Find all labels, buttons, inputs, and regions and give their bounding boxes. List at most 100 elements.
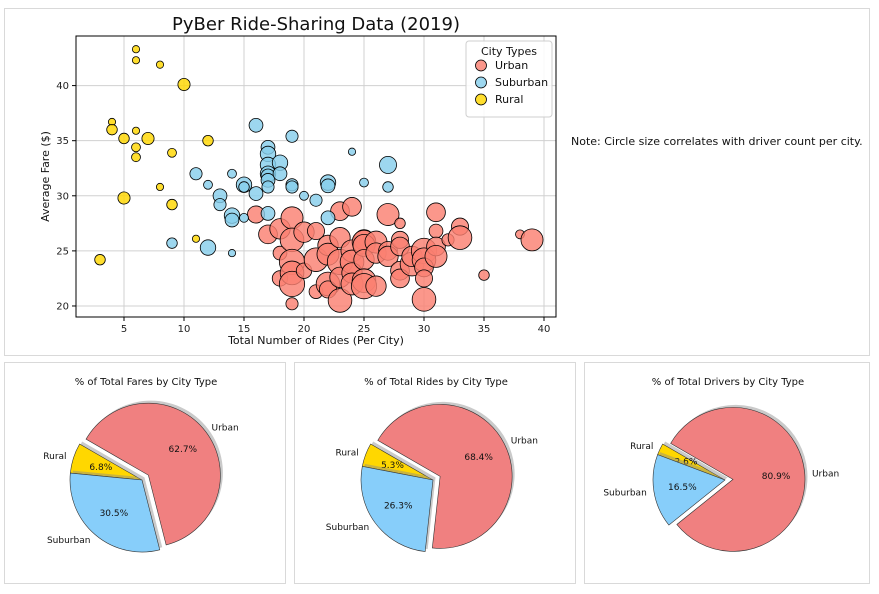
pie-slice-urban bbox=[670, 407, 806, 552]
bubble-chart: 5 10 15 20 25 30 35 40 20 25 30 35 40 PyBer Ride-Shar… bbox=[39, 14, 557, 347]
data-point-suburban bbox=[227, 249, 237, 258]
data-point-suburban bbox=[382, 181, 394, 193]
data-point-suburban bbox=[285, 180, 299, 194]
legend-label-rural: Rural bbox=[495, 93, 523, 106]
data-point-rural bbox=[131, 142, 141, 153]
data-point-rural bbox=[155, 182, 165, 192]
pie-slice-urban bbox=[377, 404, 513, 549]
data-point-rural bbox=[117, 191, 131, 205]
data-point-urban bbox=[327, 288, 353, 313]
legend-label-urban: Urban bbox=[495, 59, 528, 72]
data-point-rural bbox=[202, 135, 214, 147]
pie-label-urban: Urban bbox=[511, 437, 538, 447]
x-tick-label: 35 bbox=[478, 324, 491, 335]
pie-percent-urban: 62.7% bbox=[169, 445, 198, 455]
data-point-urban bbox=[365, 275, 387, 297]
y-tick-label: 20 bbox=[56, 301, 69, 312]
data-point-suburban bbox=[189, 167, 203, 181]
data-point-urban bbox=[426, 202, 446, 223]
data-point-rural bbox=[141, 131, 155, 145]
pie-label-suburban: Suburban bbox=[47, 536, 90, 546]
pie-rides-panel: % of Total Rides by City Type 5.3% Rural 26… bbox=[294, 362, 576, 584]
data-point-suburban bbox=[248, 186, 264, 201]
pie-percent-suburban: 26.3% bbox=[384, 502, 413, 512]
data-point-suburban bbox=[203, 179, 213, 190]
chart-note: Note: Circle size correlates with driver… bbox=[571, 135, 863, 148]
data-point-rural bbox=[106, 123, 118, 136]
data-point-suburban bbox=[320, 178, 336, 194]
data-point-urban bbox=[447, 225, 473, 250]
pie-slice-suburban bbox=[69, 472, 161, 553]
plot-frame bbox=[75, 35, 557, 318]
y-tick-label: 25 bbox=[56, 246, 69, 257]
chart-title: PyBer Ride-Sharing Data (2019) bbox=[172, 14, 460, 35]
data-point-urban bbox=[415, 269, 433, 288]
data-point-suburban bbox=[261, 180, 275, 194]
legend-marker-urban bbox=[475, 59, 487, 72]
data-point-urban bbox=[307, 222, 325, 241]
x-tick-label: 15 bbox=[238, 324, 251, 335]
pie-percent-urban: 68.4% bbox=[464, 453, 493, 463]
data-point-rural bbox=[131, 126, 141, 135]
data-point-urban bbox=[285, 297, 299, 311]
data-point-rural bbox=[167, 147, 177, 158]
data-point-suburban bbox=[379, 155, 397, 174]
x-tick-label: 20 bbox=[298, 324, 311, 335]
data-point-rural bbox=[191, 234, 201, 243]
pie-label-rural: Rural bbox=[630, 442, 653, 452]
pie-label-urban: Urban bbox=[812, 469, 839, 479]
data-point-rural bbox=[131, 56, 141, 65]
data-point-rural bbox=[94, 254, 106, 266]
data-point-suburban bbox=[347, 147, 357, 156]
pie-slice-suburban bbox=[652, 454, 726, 526]
data-point-suburban bbox=[248, 117, 264, 133]
x-tick-label: 40 bbox=[538, 324, 551, 335]
pie-slice-urban bbox=[85, 402, 221, 546]
data-point-suburban bbox=[299, 190, 309, 201]
pie-label-rural: Rural bbox=[43, 452, 66, 462]
data-point-suburban bbox=[213, 198, 227, 212]
data-point-suburban bbox=[239, 212, 249, 223]
pie-chart-drivers: % of Total Drivers by City Type 2.6% Rural… bbox=[603, 377, 839, 552]
pie-title: % of Total Fares by City Type bbox=[75, 377, 218, 388]
pie-percent-suburban: 30.5% bbox=[100, 509, 129, 519]
data-point-rural bbox=[131, 45, 141, 54]
data-point-rural bbox=[166, 198, 178, 211]
pie-fares-panel: % of Total Fares by City Type 6.8% Rural 30… bbox=[4, 362, 286, 584]
pie-title: % of Total Drivers by City Type bbox=[652, 377, 804, 388]
data-point-urban bbox=[278, 270, 306, 298]
pie-slice-shadow-rural bbox=[660, 441, 728, 478]
data-point-suburban bbox=[260, 206, 276, 221]
y-tick-label: 35 bbox=[56, 136, 69, 147]
scatter-chart-panel: 5 10 15 20 25 30 35 40 20 25 30 35 40 PyBer Ride-Shar… bbox=[4, 8, 870, 356]
pie-title: % of Total Rides by City Type bbox=[364, 377, 508, 388]
pie-percent-rural: 2.6% bbox=[675, 458, 698, 468]
pie-percent-suburban: 16.5% bbox=[668, 483, 697, 493]
data-point-suburban bbox=[166, 237, 178, 249]
data-point-suburban bbox=[272, 166, 288, 182]
pie-percent-rural: 6.8% bbox=[89, 463, 112, 473]
data-point-urban bbox=[428, 223, 444, 239]
data-point-suburban bbox=[320, 210, 336, 226]
pie-label-suburban: Suburban bbox=[326, 523, 369, 533]
pie-label-urban: Urban bbox=[212, 423, 239, 433]
pie-slice-suburban bbox=[360, 466, 434, 552]
pie-label-suburban: Suburban bbox=[603, 488, 646, 498]
x-tick-label: 5 bbox=[121, 324, 127, 335]
legend-marker-rural bbox=[475, 93, 487, 106]
data-point-urban bbox=[342, 197, 362, 217]
x-axis-label: Total Number of Rides (Per City) bbox=[227, 334, 404, 347]
pie-drivers-panel: % of Total Drivers by City Type 2.6% Rural… bbox=[584, 362, 870, 584]
legend-label-suburban: Suburban bbox=[495, 76, 548, 89]
data-point-suburban bbox=[359, 177, 369, 188]
x-tick-label: 25 bbox=[358, 324, 371, 335]
data-point-urban bbox=[424, 244, 448, 268]
data-point-urban bbox=[394, 217, 406, 230]
data-point-suburban bbox=[238, 181, 250, 193]
data-point-urban bbox=[520, 228, 544, 252]
legend-box bbox=[465, 40, 553, 118]
data-point-rural bbox=[155, 60, 165, 69]
pie-percent-rural: 5.3% bbox=[381, 461, 404, 471]
data-point-rural bbox=[131, 152, 141, 163]
